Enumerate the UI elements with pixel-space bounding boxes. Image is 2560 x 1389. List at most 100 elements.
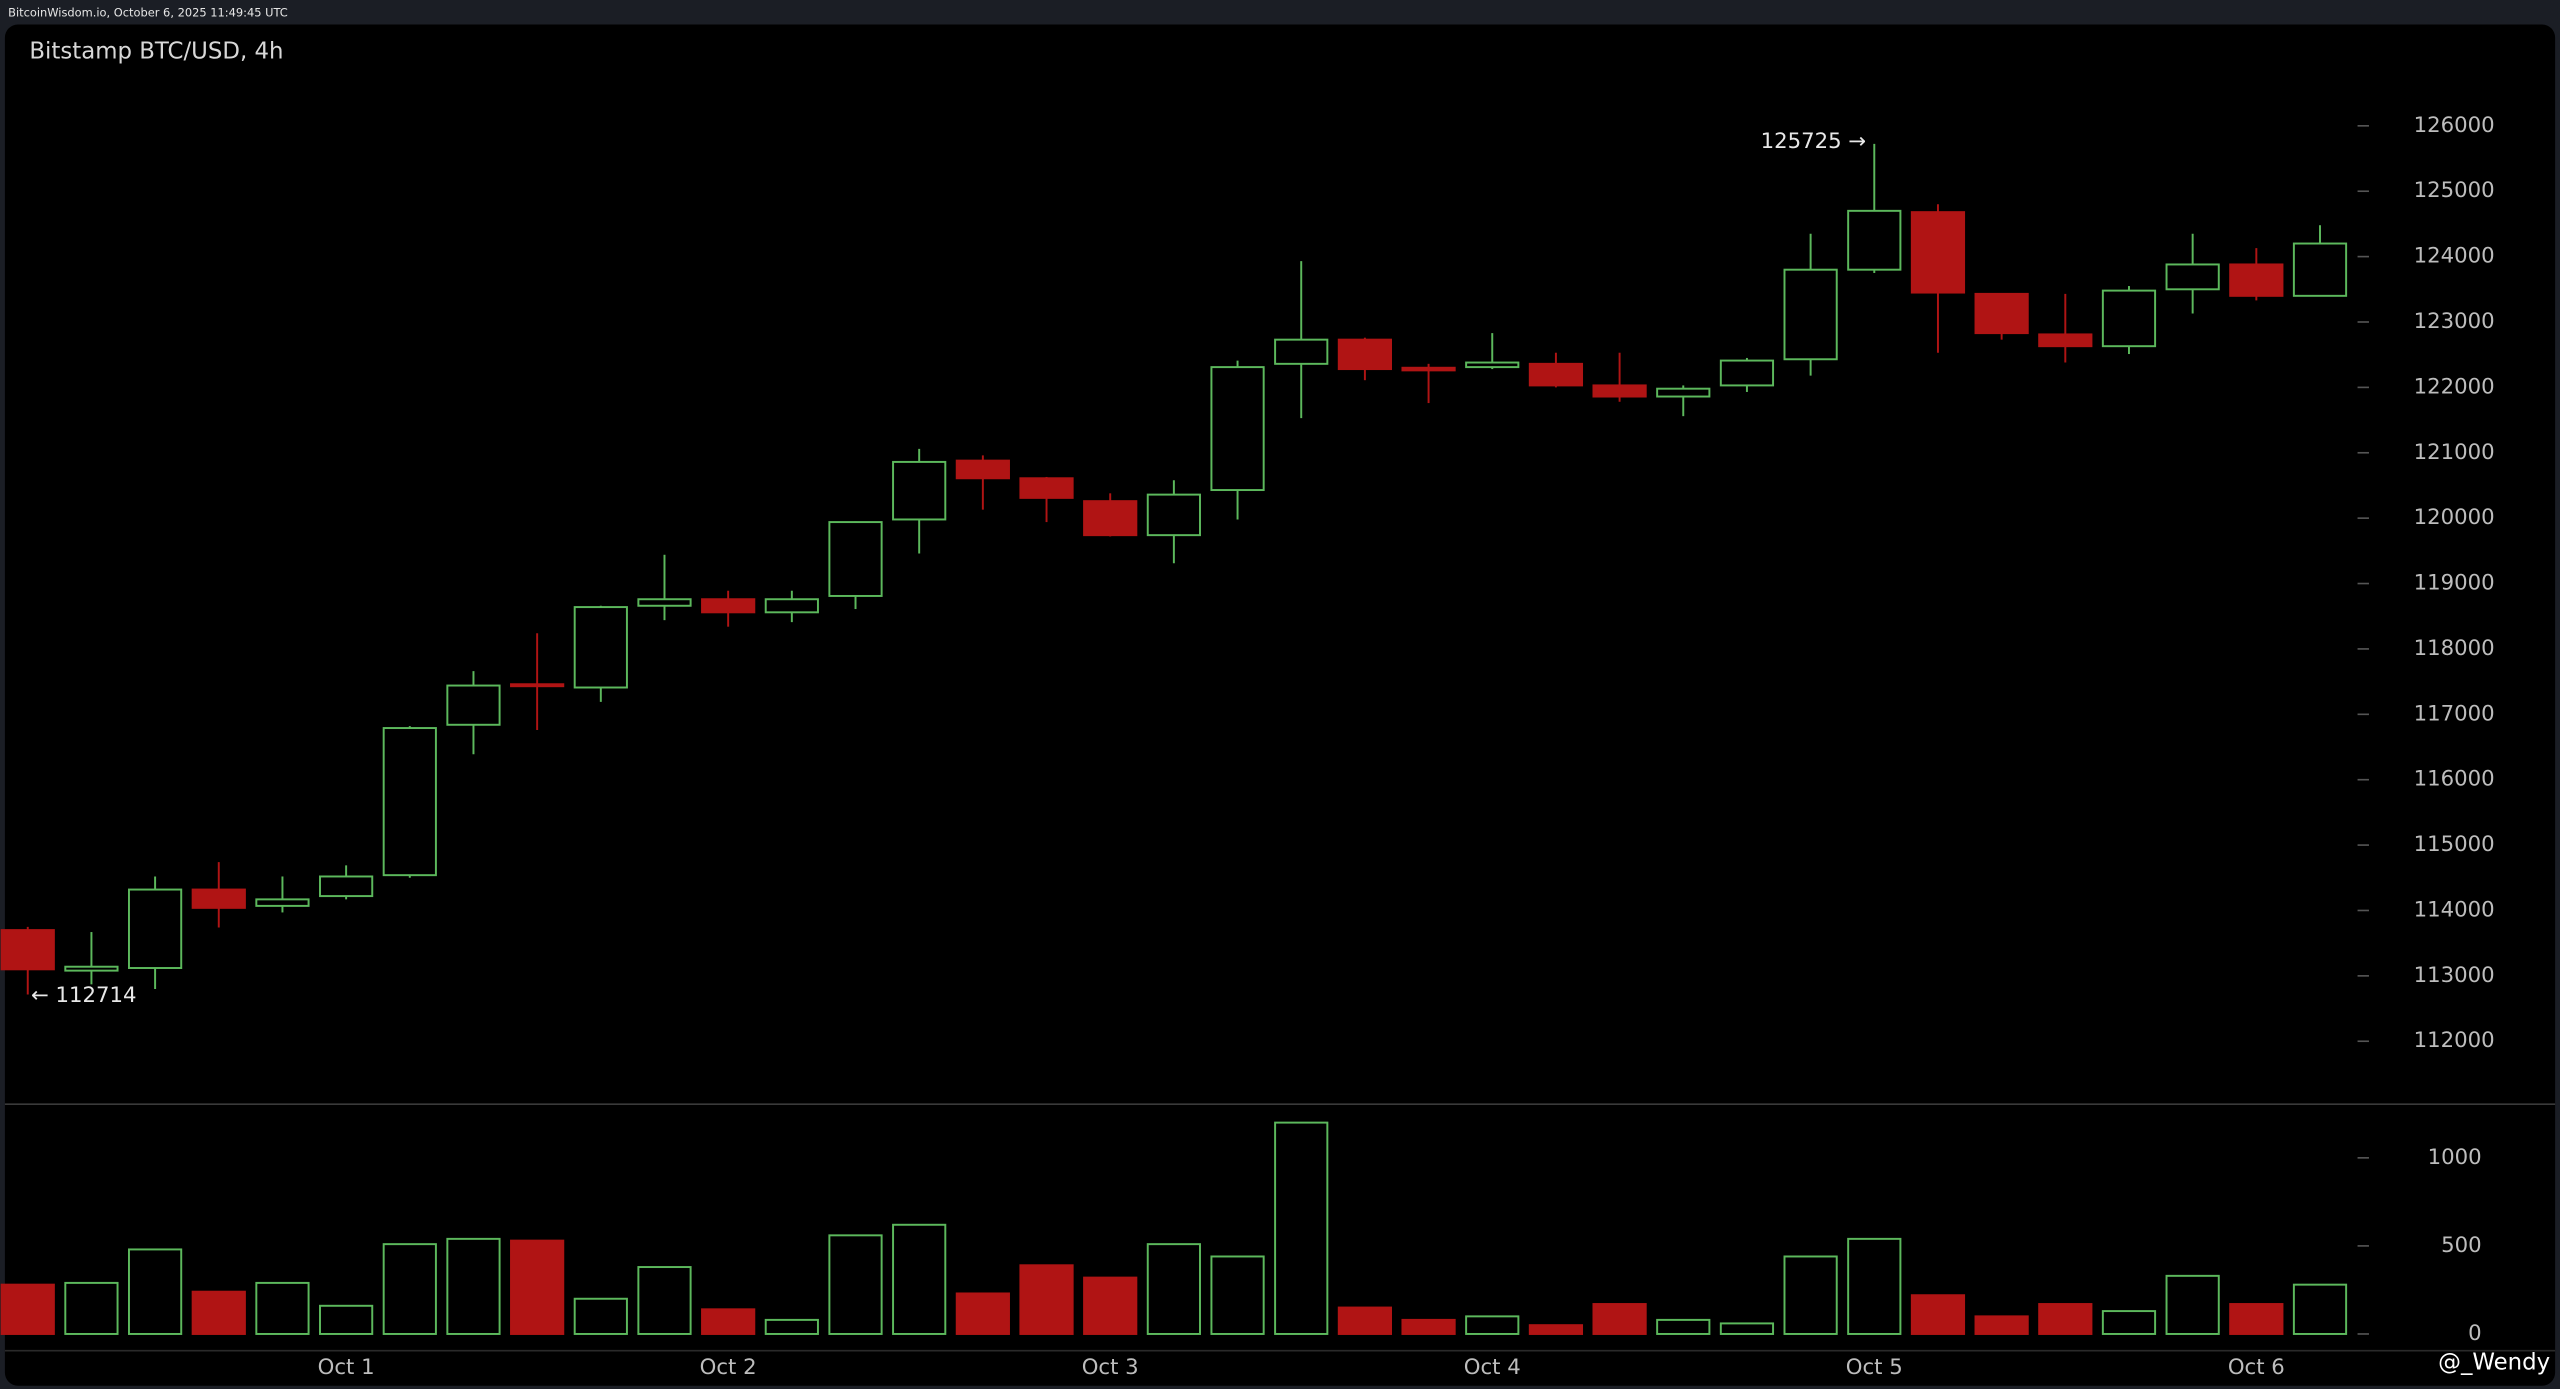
candle-body — [828, 521, 883, 597]
y-tick-label: 124000 — [2414, 244, 2495, 269]
y-tick-label: 122000 — [2414, 374, 2495, 399]
volume-bar — [764, 1318, 819, 1335]
candle-body — [2165, 263, 2220, 291]
volume-bar — [1656, 1318, 1711, 1335]
candle-body — [955, 459, 1010, 480]
volume-bar — [1465, 1315, 1520, 1335]
candle-body — [191, 888, 246, 909]
volume-bar — [1528, 1324, 1584, 1335]
candle-body — [1656, 387, 1711, 398]
volume-bar — [191, 1290, 246, 1335]
candle-body — [1847, 209, 1902, 271]
y-tick-label: 118000 — [2414, 636, 2495, 661]
x-tick-label: Oct 1 — [318, 1355, 375, 1380]
volume-bar — [2165, 1274, 2220, 1335]
candle-body — [2038, 333, 2093, 348]
volume-bar — [2038, 1303, 2093, 1335]
volume-bar — [446, 1237, 501, 1335]
volume-bar — [1337, 1306, 1392, 1335]
candle-body — [1274, 338, 1329, 365]
volume-bar — [1910, 1294, 1966, 1335]
watermark: @_Wendy — [2438, 1349, 2550, 1375]
volume-bar — [1019, 1264, 1074, 1335]
volume-tick-label: 0 — [2468, 1321, 2482, 1346]
volume-bar — [1146, 1243, 1201, 1335]
volume-bar — [1210, 1255, 1265, 1335]
candle-body — [1528, 362, 1584, 387]
candle-body — [701, 598, 756, 614]
x-tick-label: Oct 4 — [1464, 1355, 1521, 1380]
candle-body — [64, 965, 119, 972]
x-tick-label: Oct 6 — [2228, 1355, 2285, 1380]
candle-body — [892, 460, 947, 521]
volume-bar — [828, 1234, 883, 1335]
volume-bar — [1592, 1303, 1647, 1335]
candle-body — [2229, 263, 2284, 297]
y-tick-label: 119000 — [2414, 571, 2495, 596]
volume-bar — [637, 1266, 692, 1335]
candle-body — [128, 888, 183, 969]
volume-bar — [573, 1297, 628, 1335]
y-tick-label: 112000 — [2414, 1028, 2495, 1053]
candle-body — [2101, 289, 2157, 348]
x-tick-label: Oct 5 — [1846, 1355, 1903, 1380]
candle-body — [382, 727, 437, 877]
candle-body — [1974, 292, 2029, 335]
candle-body — [1783, 268, 1838, 361]
low-annotation: ← 112714 — [31, 983, 137, 1008]
volume-bar — [382, 1243, 437, 1335]
candle-body — [1401, 366, 1456, 372]
volume-bar — [1847, 1237, 1902, 1335]
volume-tick-label: 500 — [2441, 1233, 2482, 1258]
volume-bar — [1974, 1315, 2029, 1335]
volume-bar — [1401, 1318, 1456, 1335]
header: BitcoinWisdom.io, October 6, 2025 11:49:… — [8, 6, 288, 20]
x-tick-label: Oct 3 — [1082, 1355, 1139, 1380]
volume-bar — [1783, 1255, 1838, 1335]
candle-body — [319, 875, 374, 898]
candle-body — [1019, 477, 1074, 499]
high-annotation: 125725 → — [1761, 129, 1867, 154]
candle-body — [255, 898, 310, 907]
y-tick-label: 125000 — [2414, 178, 2495, 203]
candle-body — [1337, 338, 1392, 371]
volume-bar — [701, 1308, 756, 1335]
candle-body — [1910, 211, 1966, 294]
candle-body — [510, 683, 565, 688]
volume-bar — [255, 1281, 310, 1335]
y-tick-label: 114000 — [2414, 897, 2495, 922]
chart-title: Bitstamp BTC/USD, 4h — [29, 39, 283, 65]
volume-bar — [1719, 1322, 1775, 1335]
y-tick-label: 116000 — [2414, 767, 2495, 792]
volume-bar — [510, 1239, 565, 1335]
candle-body — [0, 929, 55, 971]
candle-body — [2292, 242, 2348, 297]
y-tick-label: 113000 — [2414, 963, 2495, 988]
volume-bar — [955, 1292, 1010, 1335]
volume-bar — [1083, 1276, 1138, 1335]
y-tick-label: 123000 — [2414, 309, 2495, 334]
chart-panel — [4, 24, 2556, 1386]
candle-body — [446, 684, 501, 726]
candle-body — [1083, 500, 1138, 537]
y-tick-label: 120000 — [2414, 505, 2495, 530]
volume-bar — [0, 1283, 55, 1335]
y-tick-label: 121000 — [2414, 440, 2495, 465]
volume-bar — [2292, 1283, 2348, 1335]
volume-tick-label: 1000 — [2428, 1145, 2482, 1170]
volume-bar — [64, 1281, 119, 1335]
volume-bar — [2101, 1310, 2157, 1335]
y-tick-label: 126000 — [2414, 113, 2495, 138]
candle-body — [573, 606, 628, 689]
volume-bar — [2229, 1303, 2284, 1335]
candle-body — [1592, 384, 1647, 398]
volume-bar — [319, 1304, 374, 1335]
y-tick-label: 115000 — [2414, 832, 2495, 857]
volume-bar — [1274, 1121, 1329, 1335]
x-tick-label: Oct 2 — [700, 1355, 757, 1380]
y-tick-label: 117000 — [2414, 701, 2495, 726]
volume-bar — [892, 1223, 947, 1335]
candle-body — [764, 598, 819, 614]
candle-body — [1146, 493, 1201, 537]
